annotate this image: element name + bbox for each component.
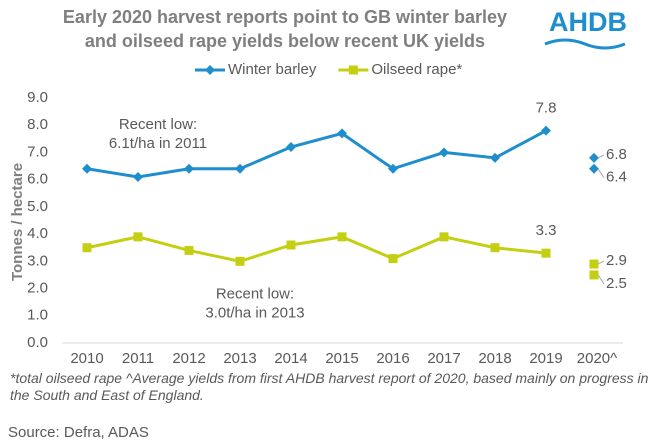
annotation: Recent low: <box>119 116 197 133</box>
point <box>541 125 551 136</box>
y-tick-label: 0.0 <box>27 334 48 351</box>
x-tick-label: 2012 <box>172 350 205 367</box>
chart-title: and oilseed rape yields below recent UK … <box>85 31 485 51</box>
x-tick-label: 2015 <box>325 350 358 367</box>
point <box>184 245 194 255</box>
y-tick-label: 3.0 <box>27 252 48 269</box>
data-label: 2.9 <box>606 252 627 269</box>
x-tick-label: 2016 <box>376 350 409 367</box>
logo-wave <box>544 38 626 50</box>
point <box>541 248 551 258</box>
point <box>286 240 296 250</box>
x-tick-label: 2017 <box>427 350 460 367</box>
point <box>490 152 500 163</box>
legend-label: Winter barley <box>228 61 317 78</box>
point <box>82 163 92 174</box>
annotation: 3.0t/ha in 2013 <box>205 304 304 321</box>
series-line <box>86 235 547 263</box>
point <box>589 259 599 269</box>
leader-line <box>597 274 605 285</box>
point <box>184 163 194 174</box>
x-tick-label: 2019 <box>529 350 562 367</box>
logo: AHDB <box>544 7 627 50</box>
point <box>589 270 599 280</box>
y-axis-label: Tonnes / hectare <box>9 163 26 281</box>
data-label: 6.8 <box>606 146 627 163</box>
point <box>337 232 347 242</box>
point <box>235 163 245 174</box>
chart-title: Early 2020 harvest reports point to GB w… <box>63 7 507 27</box>
point <box>337 128 347 139</box>
logo-text: AHDB <box>549 7 627 37</box>
x-tick-label: 2013 <box>223 350 256 367</box>
x-tick-label: 2011 <box>122 350 154 367</box>
point <box>439 232 449 242</box>
point <box>82 243 92 253</box>
point <box>589 163 599 174</box>
leader-line <box>597 154 605 159</box>
y-tick-label: 8.0 <box>27 116 48 133</box>
data-label: 7.8 <box>536 100 557 117</box>
series-line <box>86 129 547 179</box>
legend-label: Oilseed rape* <box>371 61 462 78</box>
data-label: 6.4 <box>606 169 627 186</box>
point <box>589 152 599 163</box>
y-tick-label: 9.0 <box>27 89 48 106</box>
x-tick-label: 2010 <box>70 350 103 367</box>
leader-line <box>597 260 605 265</box>
x-tick-label: 2014 <box>274 350 307 367</box>
point <box>388 254 398 264</box>
point <box>388 163 398 174</box>
leader-line <box>597 168 605 179</box>
y-tick-label: 2.0 <box>27 280 48 297</box>
point <box>235 256 245 266</box>
annotation: Recent low: <box>216 285 294 302</box>
y-tick-label: 5.0 <box>27 198 48 215</box>
data-label: 3.3 <box>536 222 557 239</box>
y-tick-label: 7.0 <box>27 143 48 160</box>
y-tick-label: 6.0 <box>27 171 48 188</box>
footnote: *total oilseed rape ^Average yields from… <box>10 370 649 403</box>
data-label: 2.5 <box>606 275 627 292</box>
y-tick-label: 1.0 <box>27 307 48 324</box>
point <box>490 243 500 253</box>
legend-marker <box>348 65 358 75</box>
point <box>133 171 143 182</box>
y-tick-label: 4.0 <box>27 225 48 242</box>
point <box>286 142 296 152</box>
annotation: 6.1t/ha in 2011 <box>109 135 207 152</box>
x-tick-label: 2018 <box>478 350 511 367</box>
x-tick-label: 2020^ <box>577 350 617 367</box>
legend-marker <box>205 65 215 75</box>
source: Source: Defra, ADAS <box>8 424 149 441</box>
point <box>439 147 449 158</box>
point <box>133 232 143 242</box>
